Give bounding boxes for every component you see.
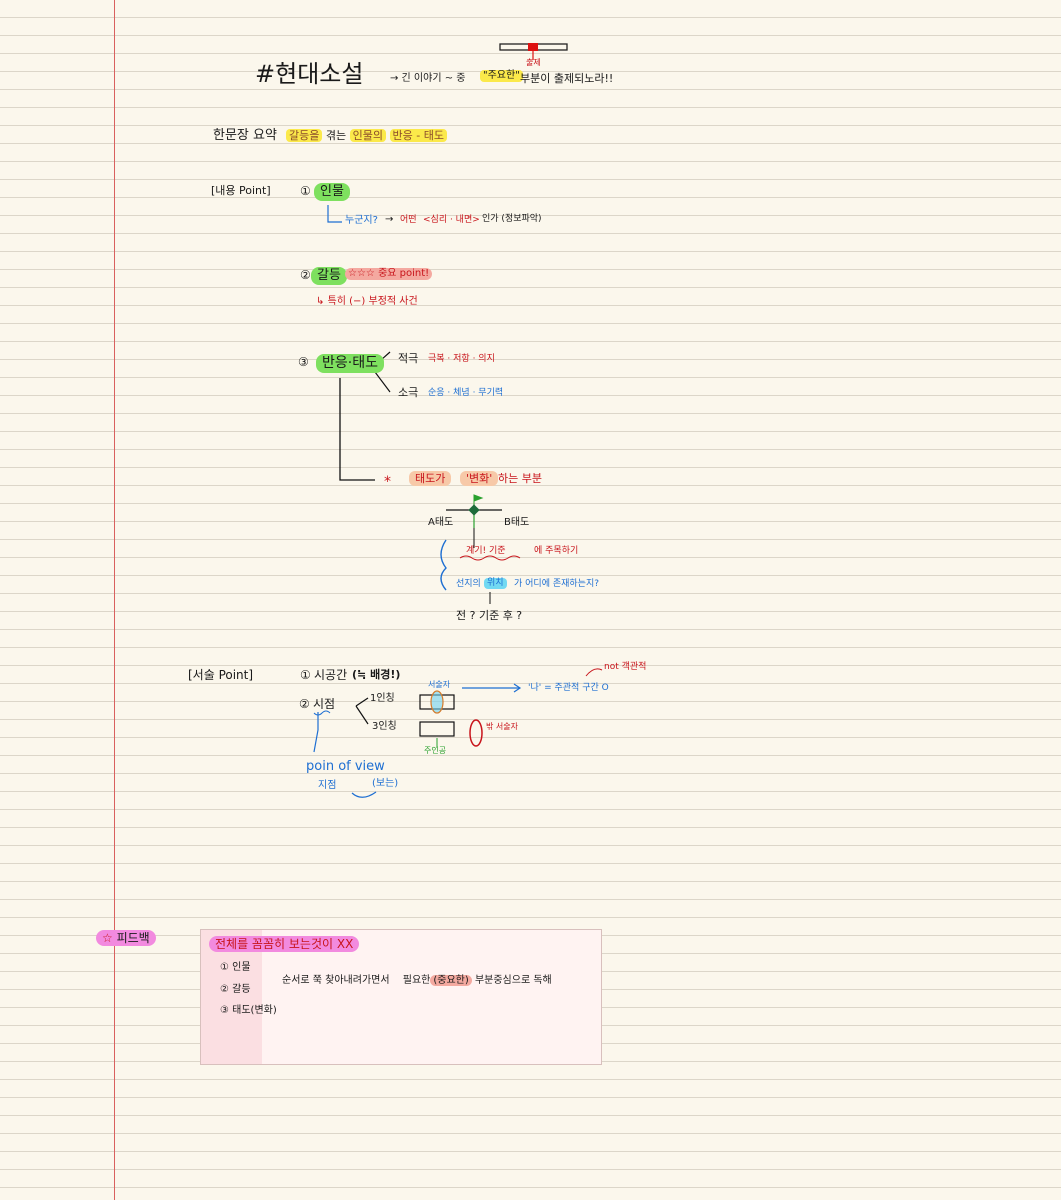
narr-item1-title: 시공간: [314, 668, 348, 682]
branch2-text: 순응 · 체념 · 무기력: [428, 388, 504, 398]
page-title: #현대소설: [255, 60, 364, 88]
clue1-a: 계기! 기준: [466, 546, 506, 556]
attitude-flag: [473, 494, 484, 504]
pov-down-arrow: [313, 712, 319, 753]
narrative-point-label: [서술 Point]: [188, 668, 254, 682]
clue2-a: 선지의: [456, 579, 481, 589]
attitude-diamond: [468, 504, 480, 516]
notebook-margin-line: [114, 0, 115, 1200]
narr-item1-note: (≒ 배경!): [352, 668, 401, 681]
summary-label: 한문장 요약: [213, 128, 277, 143]
not-objective: not 객관적: [604, 662, 647, 672]
na-subjective: '나' = 주관적 구간 O: [528, 683, 609, 693]
item1-question: 누군지?: [345, 215, 378, 226]
first-person-box: [419, 694, 455, 710]
title-subtitle: → 긴 이야기 ~ 중: [390, 73, 466, 84]
feedback-item1: ① 인물: [220, 962, 251, 973]
branch1-label: 적극: [398, 352, 419, 365]
change-connector: [339, 378, 375, 481]
item2-num: ②: [300, 268, 311, 282]
feedback-body: 순서로 쭉 찾아내려가면서 필요한 (중요한) 부분중심으로 독해: [282, 975, 552, 987]
change-part1: 태도가: [409, 471, 452, 487]
summary-verb: 겪는: [325, 129, 347, 142]
item2-sub: ↳ 특히 (−) 부정적 사건: [316, 296, 418, 307]
item1-text3: 인가 (정보파악): [482, 214, 542, 224]
narr-item2-num: ②: [299, 697, 310, 711]
clue-brace: [440, 539, 447, 591]
first-person-figure: [430, 690, 444, 714]
item1-connector: [327, 205, 342, 223]
clue2-c: 가 어디에 존재하는지?: [514, 579, 600, 589]
header-bar-shape: [499, 43, 568, 51]
content-point-label: [내용 Point]: [211, 184, 271, 197]
outside-narrator-label: 밖 서술자: [486, 722, 518, 731]
feedback-body-4: 부분중심으로 독해: [474, 975, 552, 986]
third-person-label: 3인칭: [372, 721, 397, 732]
item2-title: 갈등: [311, 267, 347, 285]
header-bar-marker: [528, 43, 538, 51]
title-annotation-top: 출제: [526, 58, 541, 67]
feedback-label: 피드백: [116, 931, 150, 945]
item1-title: 인물: [314, 183, 350, 201]
third-person-box: [419, 721, 455, 737]
item1-num: ①: [300, 184, 311, 198]
title-keyword: "주요한": [480, 70, 523, 82]
item3-num: ③: [298, 355, 309, 369]
title-annotation: 부분이 출제되노라!!: [520, 72, 614, 85]
branch1-text: 극복 · 저항 · 의지: [428, 354, 495, 364]
characters-label: 주인공: [424, 746, 447, 755]
pov-branch-1: [355, 697, 369, 707]
item3-title: 반응·태도: [316, 354, 384, 373]
clue2-b: 위치: [484, 578, 507, 589]
clue1-b: 에 주목하기: [534, 546, 579, 556]
summary-reaction: 반응 - 태도: [389, 129, 447, 142]
feedback-body-1: 순서로 쭉 찾아내려가면서: [282, 975, 390, 986]
change-star: *: [384, 474, 391, 490]
timeline: 전 ? 기준 후 ?: [456, 609, 523, 622]
summary-character: 인물의: [349, 129, 386, 142]
item1-text2: <심리 · 내면>: [423, 215, 480, 225]
item1-arrow: →: [385, 214, 394, 225]
first-person-label: 1인칭: [370, 693, 395, 704]
feedback-heading: 전체를 꼼꼼히 보는것이 XX: [209, 936, 360, 953]
item1-text1: 어떤: [400, 215, 417, 225]
feedback-star-icon: ☆: [102, 931, 113, 945]
feedback-item2: ② 갈등: [220, 984, 251, 995]
pov-branch-2: [355, 705, 369, 725]
outside-narrator-figure: [469, 719, 483, 747]
feedback-label-wrap: ☆ 피드백: [96, 930, 156, 947]
pov-ko-see: (보는): [372, 778, 399, 789]
feedback-item3: ③ 태도(변화): [220, 1005, 277, 1016]
branch2-label: 소극: [398, 386, 419, 399]
attitude-b: B태도: [504, 517, 530, 528]
attitude-a: A태도: [428, 517, 454, 528]
feedback-strip: [201, 930, 262, 1064]
feedback-body-2: 필요한: [402, 975, 431, 986]
summary-sentence: 갈등을 겪는 인물의 반응 - 태도: [286, 129, 447, 142]
change-part2: '변화': [460, 471, 499, 487]
item2-note: ☆☆☆ 중요 point!: [345, 268, 433, 280]
feedback-body-3: (중요한): [430, 975, 472, 986]
narr-item1-num: ①: [300, 668, 311, 682]
pov-curve: [351, 791, 377, 798]
pov-english: poin of view: [306, 759, 385, 774]
narrator-label: 서술자: [428, 680, 451, 689]
pov-ko-point: 지점: [318, 780, 337, 791]
change-part3: 하는 부분: [498, 472, 542, 485]
narr-item2-title: 시점: [313, 697, 336, 711]
summary-conflict: 갈등을: [286, 129, 323, 142]
